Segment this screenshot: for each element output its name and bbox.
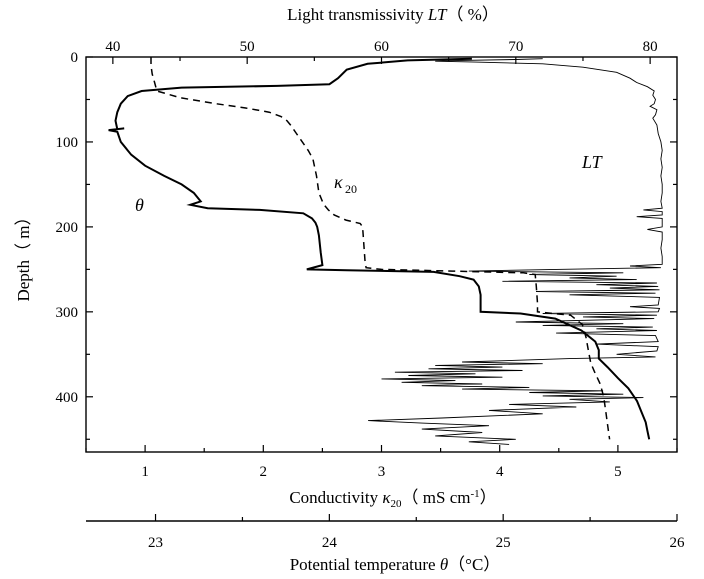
lt-axis-tick-label: 60 [374, 39, 389, 55]
plot-frame [85, 56, 678, 453]
lt-axis-tick-label: 40 [105, 39, 120, 55]
lt-axis-tick-label: 70 [508, 39, 523, 55]
lt-axis-tick-label: 50 [240, 39, 255, 55]
top-axis-title: Light transmissivity LT（ %） [287, 5, 499, 24]
theta-label: θ [135, 195, 144, 215]
series-layer [108, 57, 663, 445]
light_transmissivity-line [368, 58, 663, 445]
conductivity-line [150, 57, 611, 440]
left-axis-title: Depth（ m） [14, 208, 33, 301]
depth-axis-tick-label: 0 [71, 50, 79, 66]
depth-axis-tick-label: 300 [56, 305, 79, 321]
theta-line [108, 57, 651, 440]
conductivity-axis-tick-label: 5 [614, 464, 622, 480]
lt-label: LT [581, 152, 604, 172]
temperature-axis-title: Potential temperature θ（°C） [290, 555, 501, 574]
conductivity-axis-tick-label: 4 [496, 464, 504, 480]
temperature-axis-tick-label: 26 [670, 535, 686, 551]
conductivity-axis-tick-label: 1 [141, 464, 149, 480]
depth-axis-tick-label: 400 [56, 390, 79, 406]
temperature-axis-tick-label: 23 [148, 535, 163, 551]
depth-axis-tick-label: 200 [56, 220, 79, 236]
lt-axis-tick-label: 80 [643, 39, 658, 55]
temperature-axis-tick-label: 24 [322, 535, 338, 551]
kappa-label: κ [334, 172, 343, 192]
kappa-subscript-label: 20 [345, 182, 357, 196]
conductivity-axis-tick-label: 2 [260, 464, 268, 480]
depth-axis-tick-label: 100 [56, 135, 79, 151]
conductivity-axis-tick-label: 3 [378, 464, 386, 480]
temperature-axis-tick-label: 25 [496, 535, 511, 551]
bottom-axis-title: Conductivity κ20（ mS cm-1） [289, 488, 496, 510]
